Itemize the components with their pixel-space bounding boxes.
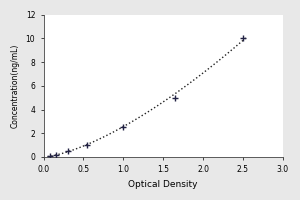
X-axis label: Optical Density: Optical Density	[128, 180, 198, 189]
Y-axis label: Concentration(ng/mL): Concentration(ng/mL)	[11, 44, 20, 128]
